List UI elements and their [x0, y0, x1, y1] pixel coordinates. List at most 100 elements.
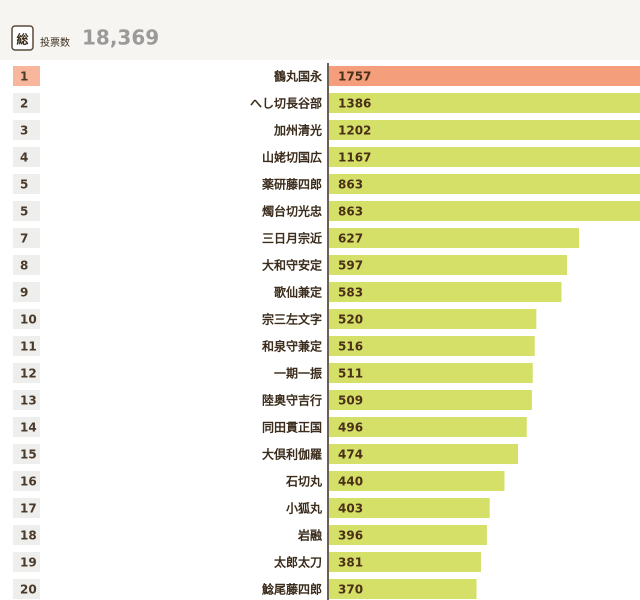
rank-box	[13, 363, 40, 383]
rank-box	[13, 174, 40, 194]
rank-label: 16	[20, 475, 37, 489]
rank-label: 7	[20, 232, 28, 246]
rank-box	[13, 255, 40, 275]
category-label: 太郎太刀	[274, 555, 322, 570]
value-label: 516	[338, 340, 363, 354]
rank-box	[13, 120, 40, 140]
total-label: 投票数	[40, 36, 70, 49]
rank-label: 2	[20, 97, 28, 111]
value-label: 583	[338, 286, 363, 300]
rank-box	[13, 552, 40, 572]
rank-label: 10	[20, 313, 37, 327]
value-label: 496	[338, 421, 363, 435]
rank-box	[13, 390, 40, 410]
bar	[329, 93, 640, 113]
rank-box	[13, 282, 40, 302]
category-label: 岩融	[297, 528, 322, 543]
category-label: へし切長谷部	[250, 96, 322, 111]
rank-box	[13, 147, 40, 167]
bar	[329, 525, 487, 545]
rank-label: 20	[20, 583, 37, 597]
category-label: 燭台切光忠	[262, 204, 322, 219]
value-label: 1386	[338, 97, 371, 111]
rank-box	[13, 66, 40, 86]
category-label: 三日月宗近	[262, 231, 322, 246]
value-label: 597	[338, 259, 363, 273]
bar	[329, 120, 640, 140]
bar	[329, 336, 535, 356]
value-label: 440	[338, 475, 363, 489]
rank-label: 11	[20, 340, 37, 354]
category-label: 小狐丸	[286, 501, 323, 516]
rank-label: 4	[20, 151, 28, 165]
category-label: 一期一振	[274, 366, 322, 381]
rank-box	[13, 309, 40, 329]
bar	[329, 174, 640, 194]
rank-box	[13, 525, 40, 545]
category-label: 大倶利伽羅	[262, 447, 322, 462]
category-label: 陸奥守吉行	[262, 393, 322, 408]
value-label: 403	[338, 502, 363, 516]
value-label: 1202	[338, 124, 371, 138]
rank-label: 5	[20, 178, 28, 192]
header-bg	[0, 0, 640, 60]
bar	[329, 309, 537, 329]
total-value: 18,369	[82, 26, 159, 50]
icon-text: 総	[16, 32, 28, 47]
category-label: 歌仙兼定	[274, 285, 322, 300]
value-label: 1757	[338, 70, 371, 84]
bar	[329, 363, 533, 383]
rank-label: 17	[20, 502, 37, 516]
rank-label: 3	[20, 124, 28, 138]
rank-label: 14	[20, 421, 37, 435]
bar	[329, 66, 640, 86]
rank-label: 12	[20, 367, 37, 381]
value-label: 627	[338, 232, 363, 246]
bar	[329, 255, 568, 275]
category-label: 鶴丸国永	[274, 69, 322, 84]
rank-label: 15	[20, 448, 37, 462]
value-label: 474	[338, 448, 363, 462]
value-label: 370	[338, 583, 363, 597]
value-label: 520	[338, 313, 363, 327]
rank-label: 1	[20, 70, 28, 84]
rank-box	[13, 201, 40, 221]
rank-label: 13	[20, 394, 37, 408]
category-label: 同田貫正国	[262, 421, 322, 435]
value-label: 381	[338, 556, 363, 570]
bar	[329, 228, 579, 248]
category-label: 石切丸	[285, 474, 323, 489]
bar	[329, 579, 477, 599]
bar	[329, 471, 505, 491]
bar	[329, 552, 481, 572]
value-label: 509	[338, 394, 363, 408]
category-label: 薬研藤四郎	[262, 177, 322, 192]
icon-box	[11, 25, 34, 51]
rank-box	[13, 498, 40, 518]
rank-label: 18	[20, 529, 37, 543]
category-label: 大和守安定	[262, 258, 322, 273]
bar	[329, 201, 640, 221]
rank-label: 5	[20, 205, 28, 219]
category-label: 鯰尾藤四郎	[261, 582, 322, 597]
bar	[329, 147, 640, 167]
bar	[329, 282, 562, 302]
bar	[329, 390, 532, 410]
bar	[329, 444, 518, 464]
rank-box	[13, 336, 40, 356]
rank-box	[13, 417, 40, 437]
rank-label: 8	[20, 259, 28, 273]
value-label: 863	[338, 178, 363, 192]
value-label: 863	[338, 205, 363, 219]
rank-box	[13, 579, 40, 599]
value-label: 511	[338, 367, 363, 381]
bar	[329, 498, 490, 518]
rank-label: 19	[20, 556, 37, 570]
bar	[329, 417, 527, 437]
rank-label: 9	[20, 286, 28, 300]
rank-box	[13, 228, 40, 248]
rank-box	[13, 444, 40, 464]
category-label: 加州清光	[273, 123, 322, 138]
rank-box	[13, 471, 40, 491]
